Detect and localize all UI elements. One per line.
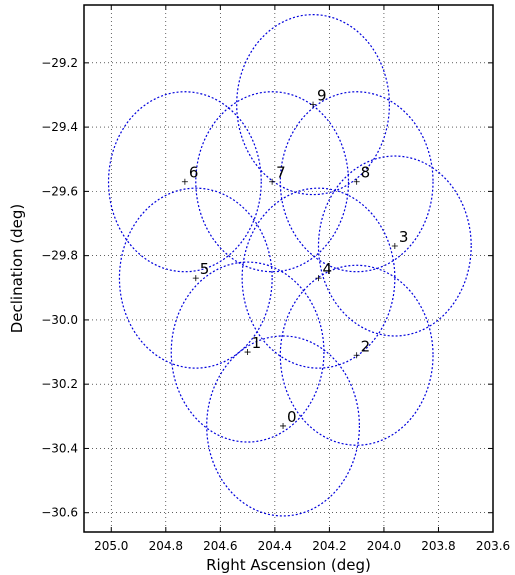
x-tick-label: 203.6 (476, 539, 510, 553)
y-tick-label: −29.2 (41, 56, 78, 70)
y-tick-label: −30.2 (41, 377, 78, 391)
y-tick-label: −29.6 (41, 184, 78, 198)
pointing-marker-6 (181, 178, 188, 185)
y-tick-label: −30.4 (41, 441, 78, 455)
pointing-circle-7 (195, 91, 350, 273)
pointing-label-6: 6 (189, 164, 199, 182)
pointing-label-9: 9 (317, 87, 327, 105)
ticks: 205.0 204.8 204.6 204.4 204.2 204.0 203.8 203.6… (41, 5, 510, 553)
y-tick-label: −29.4 (41, 120, 78, 134)
x-tick-label: 204.8 (149, 539, 183, 553)
x-tick-label: 204.0 (367, 539, 401, 553)
y-tick-label: −30.6 (41, 506, 78, 520)
pointing-marker-0 (280, 422, 287, 429)
y-tick-label: −30.0 (41, 313, 78, 327)
pointing-marker-3 (391, 243, 398, 250)
pointing-circle-0 (206, 335, 360, 517)
y-axis-label: Declination (deg) (8, 204, 26, 334)
circles (107, 14, 472, 517)
x-tick-label: 204.2 (312, 539, 346, 553)
x-axis-label: Right Ascension (deg) (206, 556, 371, 574)
pointing-marker-5 (192, 275, 199, 282)
x-tick-label: 204.4 (258, 539, 292, 553)
pointing-circle-6 (107, 91, 262, 273)
pointing-label-0: 0 (287, 408, 297, 426)
x-tick-label: 203.8 (421, 539, 455, 553)
x-tick-label: 205.0 (94, 539, 128, 553)
points: 0 1 2 3 4 5 6 7 8 9 (181, 87, 409, 429)
pointing-label-5: 5 (200, 260, 210, 278)
pointing-marker-8 (353, 178, 360, 185)
pointing-marker-2 (353, 352, 360, 359)
pointing-circle-1 (170, 261, 325, 443)
pointing-circle-2 (279, 264, 434, 446)
x-tick-label: 204.6 (203, 539, 237, 553)
pointing-label-3: 3 (399, 228, 409, 246)
pointing-label-1: 1 (252, 334, 262, 352)
y-tick-label: −29.8 (41, 249, 78, 263)
pointing-marker-7 (269, 178, 276, 185)
pointing-circle-4 (241, 187, 396, 369)
pointing-label-8: 8 (361, 164, 371, 182)
pointing-circle-5 (118, 187, 273, 369)
pointing-circle-8 (279, 91, 434, 273)
pointing-label-4: 4 (322, 260, 332, 278)
pointing-circle-9 (236, 14, 390, 196)
pointing-marker-1 (244, 349, 251, 356)
grid (84, 5, 494, 532)
pointing-marker-4 (315, 275, 322, 282)
pointing-label-7: 7 (276, 164, 286, 182)
pointing-label-2: 2 (361, 337, 371, 355)
plot-frame (83, 4, 494, 533)
pointing-circle-3 (317, 155, 472, 337)
pointing-marker-9 (310, 101, 317, 108)
